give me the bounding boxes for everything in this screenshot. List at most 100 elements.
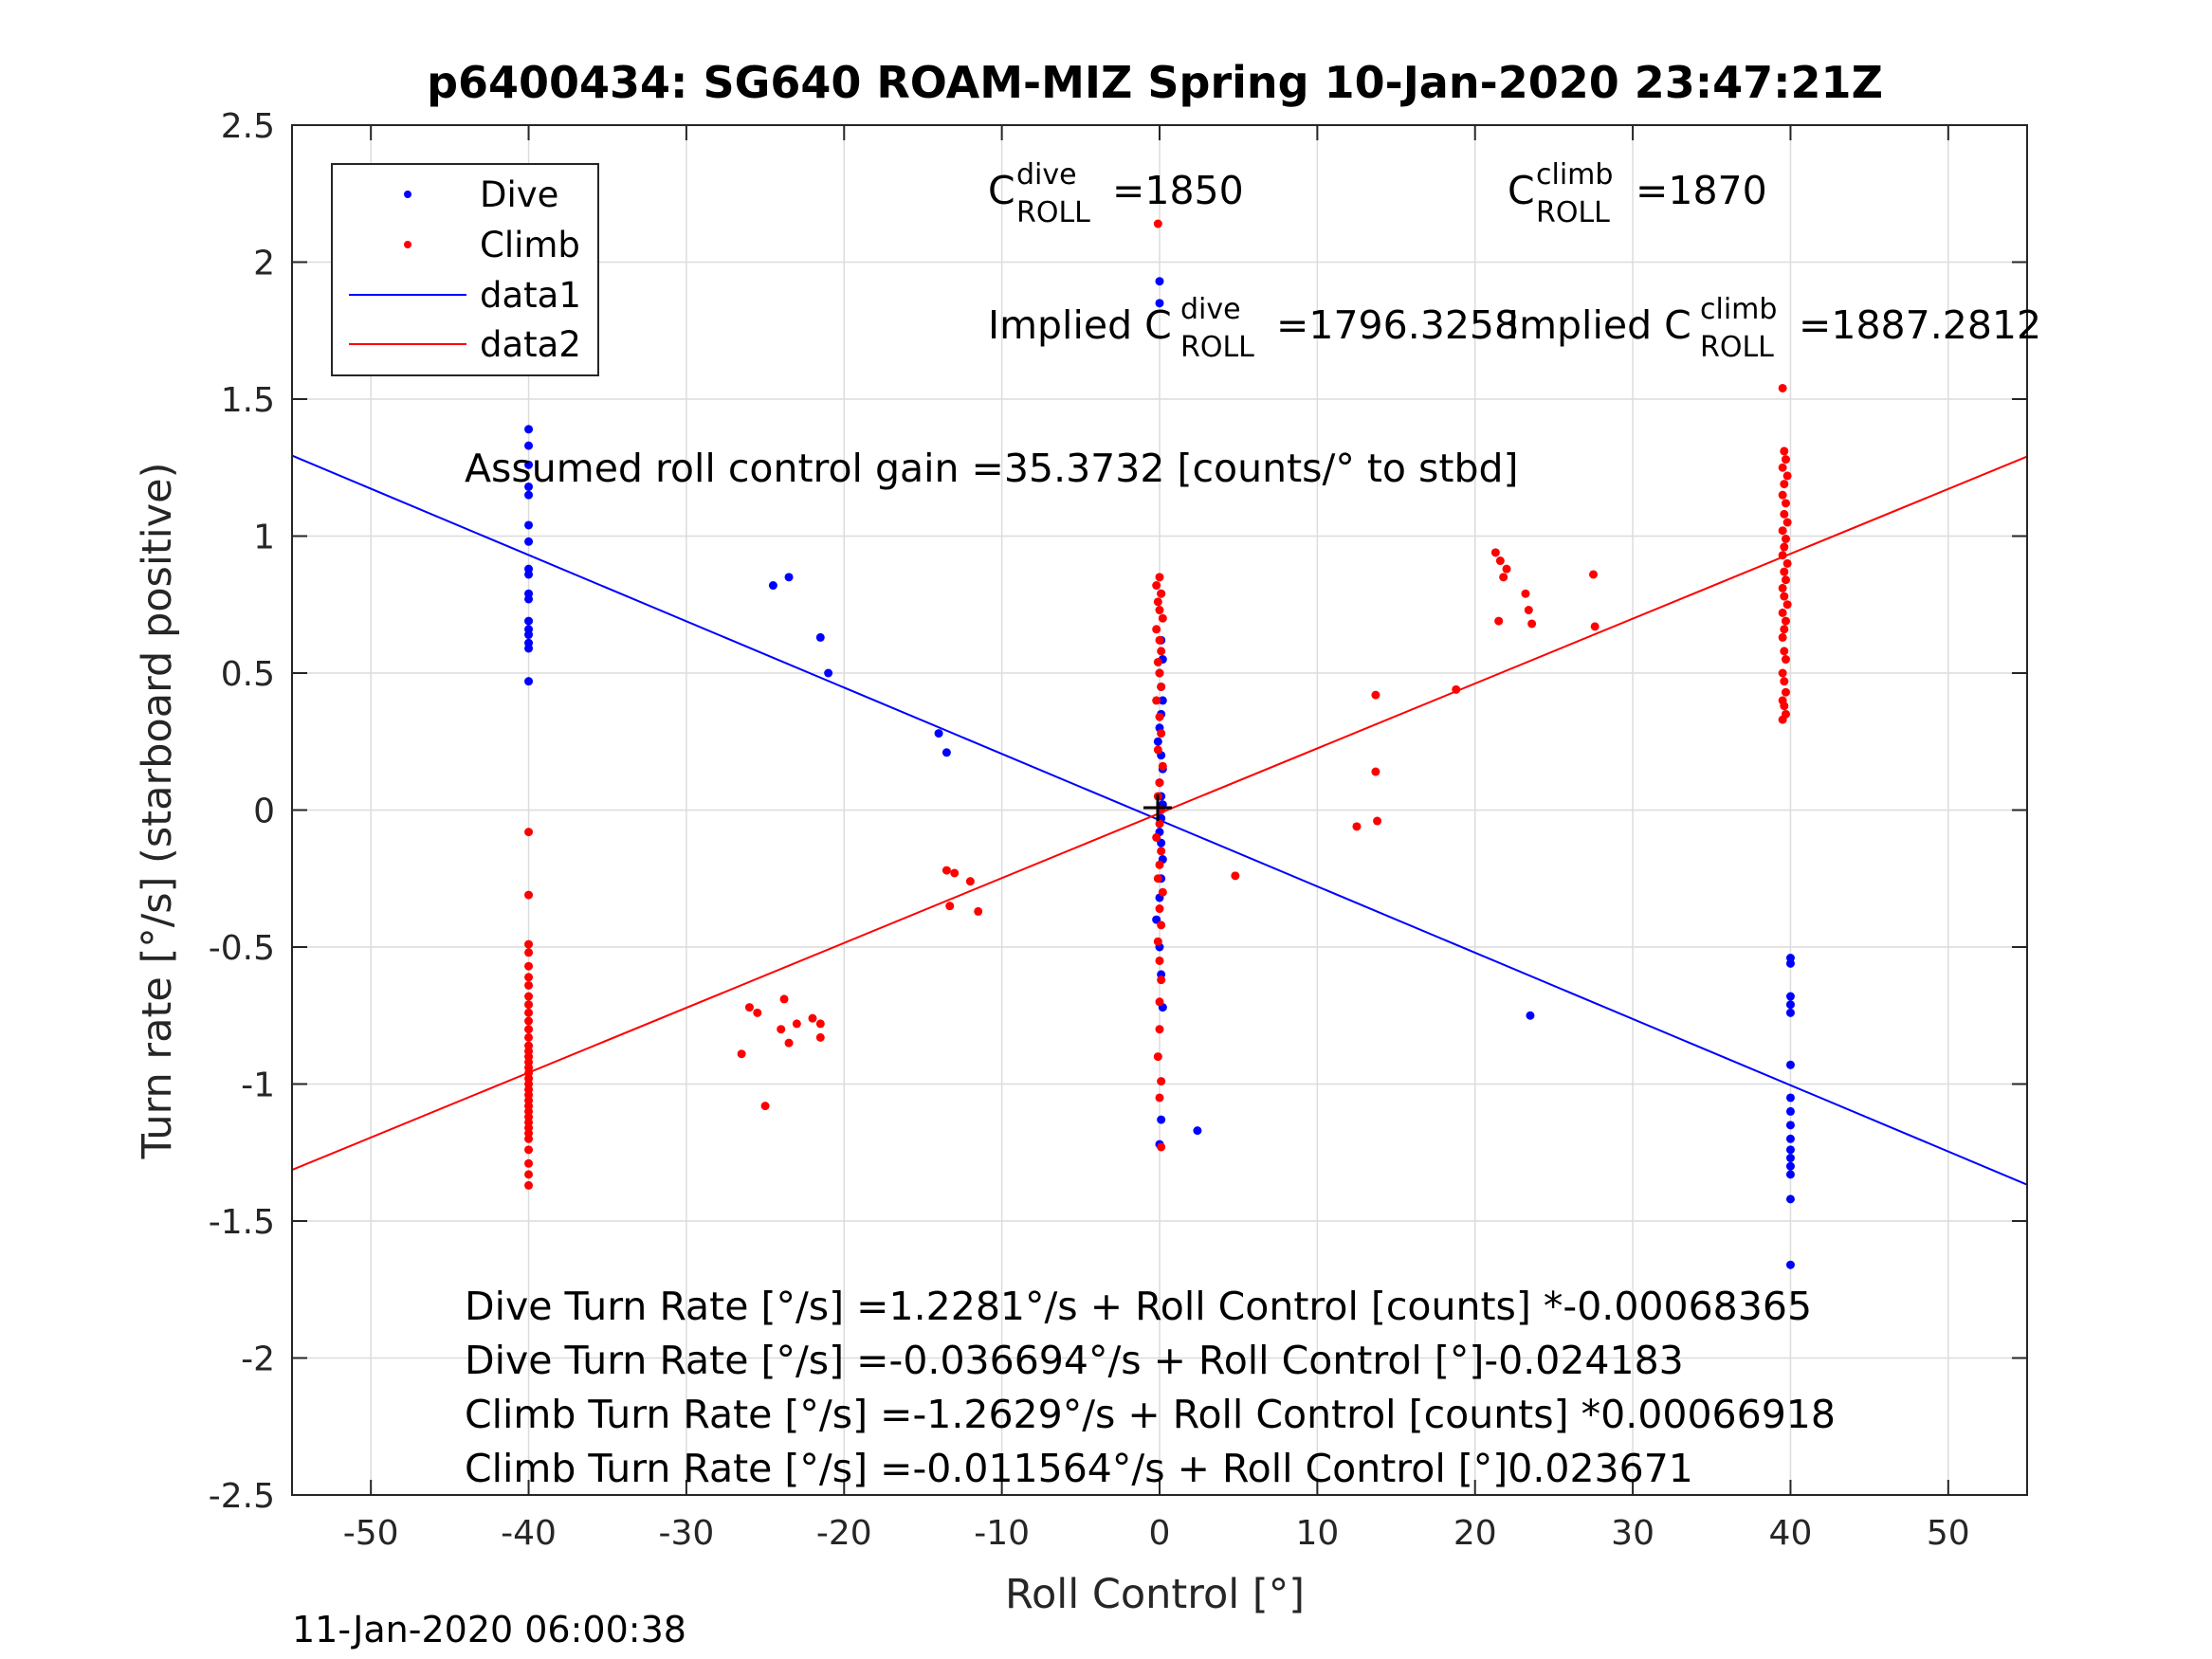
- climb-point: [1780, 542, 1789, 552]
- climb-point: [1157, 847, 1166, 856]
- timestamp: 11-Jan-2020 06:00:38: [292, 1609, 686, 1650]
- climb-point: [1152, 581, 1161, 591]
- climb-point: [1780, 447, 1789, 456]
- climb-point: [1781, 575, 1790, 585]
- climb-point: [524, 939, 534, 949]
- climb-point: [815, 1032, 825, 1042]
- climb-point: [524, 961, 534, 971]
- x-tick-label: 10: [1295, 1514, 1339, 1553]
- y-tick-label: -2.5: [209, 1477, 275, 1516]
- dive-point: [524, 520, 534, 530]
- climb-point: [1780, 647, 1789, 656]
- climb-point: [744, 1003, 754, 1012]
- implied-dive-sup: dive: [1180, 293, 1241, 326]
- c-dive-value: =1850: [1100, 168, 1244, 213]
- climb-point: [524, 1016, 534, 1026]
- dive-point: [524, 677, 534, 686]
- climb-point: [1780, 592, 1789, 601]
- climb-point: [524, 1008, 534, 1017]
- climb-point: [1158, 761, 1167, 771]
- climb-point: [524, 1025, 534, 1034]
- legend-climb-marker: [404, 241, 411, 248]
- dive-point: [1785, 1093, 1795, 1103]
- c-climb-sub: ROLL: [1536, 196, 1610, 229]
- climb-point: [1155, 819, 1164, 829]
- dive-point: [1785, 1170, 1795, 1179]
- climb-point: [1157, 1142, 1166, 1152]
- x-tick-label: -10: [974, 1514, 1030, 1553]
- dive-point: [1785, 1106, 1795, 1116]
- x-tick-label: 20: [1453, 1514, 1497, 1553]
- dive-point: [824, 668, 833, 678]
- climb-point: [1153, 874, 1162, 884]
- climb-point: [1499, 573, 1508, 582]
- chart-title: p6400434: SG640 ROAM-MIZ Spring 10-Jan-2…: [427, 57, 1883, 108]
- equation-dive-counts: Dive Turn Rate [°/s] =1.2281°/s + Roll C…: [465, 1284, 1812, 1329]
- climb-point: [974, 906, 983, 916]
- climb-point: [779, 994, 789, 1004]
- legend-data2-label: data2: [480, 324, 581, 365]
- c-dive-annotation: Cdive ROLL =1850: [988, 158, 1244, 229]
- climb-point: [1155, 778, 1164, 788]
- climb-point: [524, 890, 534, 900]
- implied-climb-sub: ROLL: [1700, 331, 1774, 364]
- climb-point: [1231, 871, 1240, 881]
- climb-point: [1153, 657, 1162, 666]
- climb-point: [524, 1032, 534, 1042]
- climb-point: [524, 992, 534, 1001]
- climb-point: [524, 980, 534, 990]
- y-tick-label: 0.5: [221, 655, 275, 694]
- y-tick-label: 2: [253, 245, 275, 283]
- climb-point: [1155, 956, 1164, 965]
- climb-point: [524, 1158, 534, 1168]
- climb-point: [1780, 567, 1789, 576]
- y-axis-label: Turn rate [°/s] (starboard positive): [134, 463, 181, 1160]
- climb-point: [1153, 219, 1162, 228]
- dive-point: [524, 482, 534, 491]
- implied-climb-annotation: Implied C climb ROLL =1887.2812: [1508, 293, 2041, 364]
- dive-point: [1785, 1060, 1795, 1069]
- climb-point: [1778, 583, 1787, 592]
- dive-point: [1526, 1011, 1535, 1020]
- c-climb-main: C: [1508, 168, 1535, 213]
- equation-climb-counts: Climb Turn Rate [°/s] =-1.2629°/s + Roll…: [465, 1392, 1836, 1437]
- c-dive-sup: dive: [1016, 158, 1077, 191]
- climb-point: [1155, 606, 1164, 615]
- climb-point: [737, 1049, 746, 1059]
- climb-point: [1778, 463, 1787, 472]
- climb-point: [1157, 589, 1166, 598]
- climb-point: [1155, 997, 1164, 1007]
- climb-point: [1521, 589, 1530, 598]
- climb-point: [760, 1102, 770, 1111]
- climb-point: [1153, 597, 1162, 607]
- x-tick-label: -20: [816, 1514, 872, 1553]
- climb-point: [1780, 480, 1789, 489]
- climb-point: [753, 1008, 762, 1017]
- dive-point: [941, 748, 951, 757]
- climb-point: [1158, 613, 1167, 623]
- x-tick-label: 40: [1769, 1514, 1813, 1553]
- dive-point: [1155, 299, 1164, 308]
- climb-point: [1157, 682, 1166, 691]
- climb-point: [524, 1000, 534, 1010]
- dive-point: [1785, 1194, 1795, 1204]
- climb-point: [1158, 887, 1167, 897]
- climb-point: [1157, 729, 1166, 738]
- climb-point: [1152, 625, 1161, 634]
- dive-point: [524, 441, 534, 450]
- climb-point: [1778, 668, 1787, 678]
- dive-point: [1785, 1008, 1795, 1017]
- climb-point: [945, 902, 955, 911]
- dive-point: [1785, 1154, 1795, 1163]
- climb-point: [524, 973, 534, 982]
- climb-point: [1371, 767, 1380, 776]
- climb-point: [815, 1019, 825, 1029]
- climb-point: [1155, 668, 1164, 678]
- climb-point: [1781, 455, 1790, 465]
- dive-point: [784, 573, 794, 582]
- dive-point: [1157, 1115, 1166, 1124]
- dive-point: [1785, 1145, 1795, 1155]
- y-tick-label: -0.5: [209, 929, 275, 968]
- axes-box: [291, 124, 2028, 1496]
